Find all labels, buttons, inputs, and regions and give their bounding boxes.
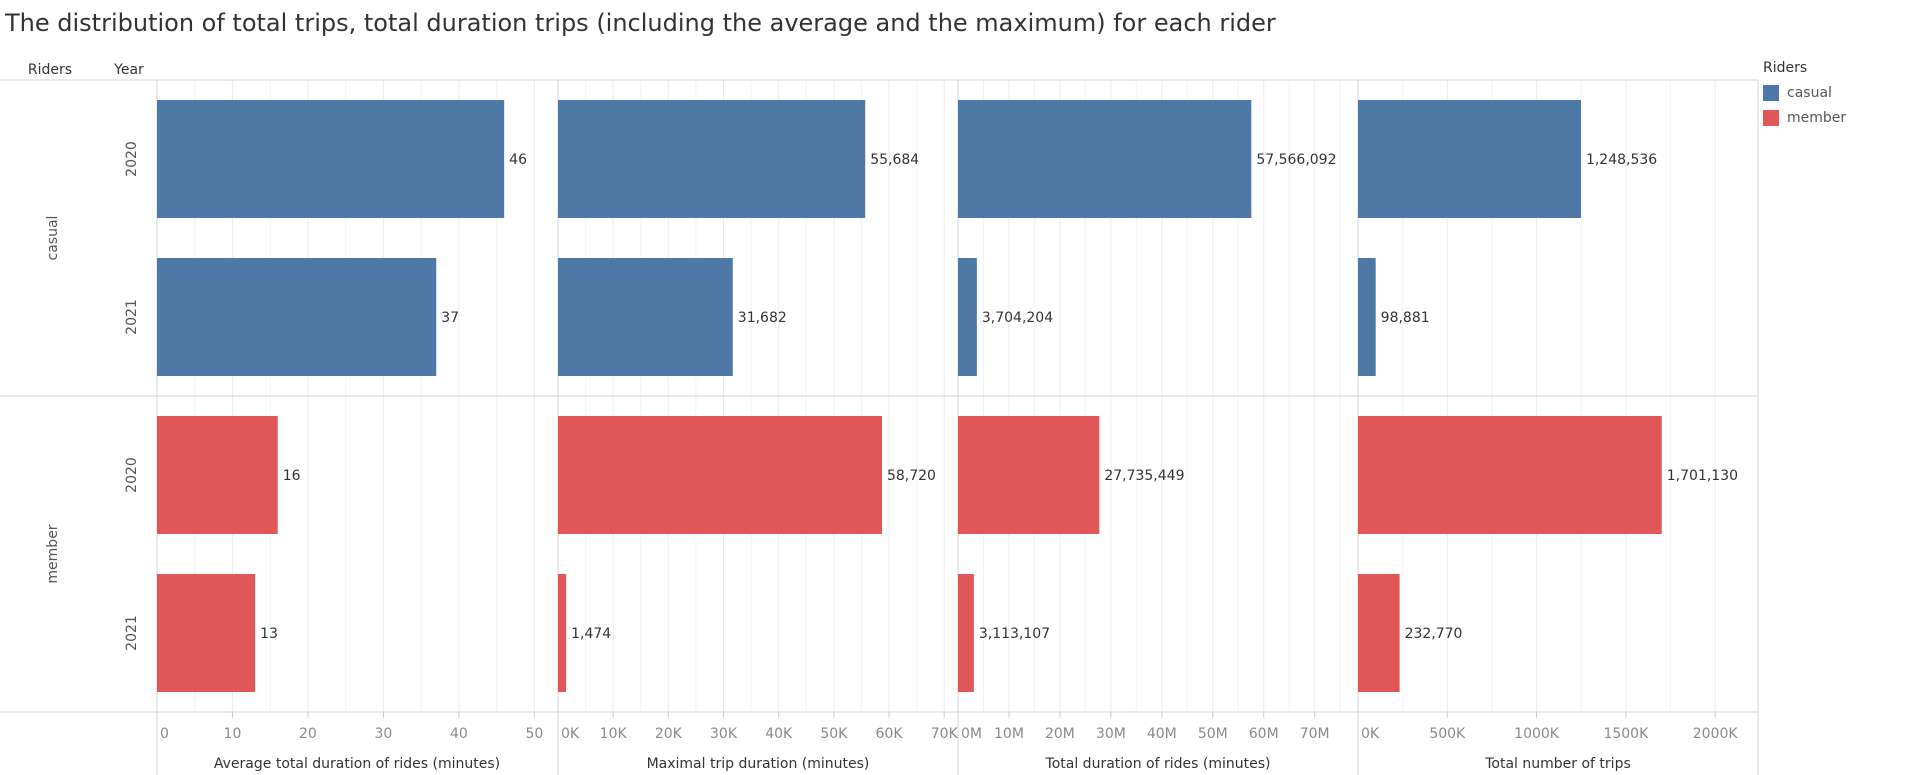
- tick-label: 50K: [820, 726, 848, 742]
- data-label: 1,701,130: [1667, 468, 1738, 484]
- rider-label-casual: casual: [45, 216, 61, 261]
- tick-label: 70M: [1300, 726, 1330, 742]
- bar-casual-2020[interactable]: [157, 100, 505, 218]
- tick-label: 60K: [876, 726, 904, 742]
- axis-title-3: Total number of trips: [1484, 756, 1631, 772]
- bar-member-2021[interactable]: [157, 574, 256, 692]
- data-label: 27,735,449: [1104, 468, 1184, 484]
- bar-casual-2021[interactable]: [157, 258, 437, 376]
- legend-swatch-casual: [1763, 84, 1779, 101]
- rider-label-member: member: [45, 524, 61, 583]
- data-label: 37: [441, 310, 459, 326]
- bar-member-2020[interactable]: [157, 416, 278, 534]
- data-label: 1,248,536: [1586, 152, 1657, 168]
- data-label: 1,474: [571, 626, 611, 642]
- bar-member-2020[interactable]: [1358, 416, 1662, 534]
- tick-label: 0K: [561, 726, 580, 742]
- bar-member-2021[interactable]: [958, 574, 974, 692]
- tick-label: 10M: [994, 726, 1024, 742]
- legend: Riders casual member: [1763, 60, 1846, 130]
- data-label: 58,720: [887, 468, 936, 484]
- bar-casual-2021[interactable]: [558, 258, 733, 376]
- bar-casual-2020[interactable]: [1358, 100, 1581, 218]
- tick-label: 50M: [1198, 726, 1228, 742]
- tick-label: 20M: [1045, 726, 1075, 742]
- tick-label: 60M: [1249, 726, 1279, 742]
- tick-label: 30K: [710, 726, 738, 742]
- row-header-riders: Riders: [28, 62, 72, 78]
- legend-label-member: member: [1787, 109, 1847, 126]
- bar-member-2021[interactable]: [558, 574, 567, 692]
- bar-casual-2020[interactable]: [558, 100, 866, 218]
- tick-label: 0K: [1361, 726, 1380, 742]
- chart-title: The distribution of total trips, total d…: [5, 9, 1276, 37]
- axis-title-2: Total duration of rides (minutes): [1045, 756, 1271, 772]
- data-label: 232,770: [1405, 626, 1463, 642]
- legend-item-casual[interactable]: casual: [1763, 80, 1846, 105]
- data-label: 98,881: [1381, 310, 1430, 326]
- bar-member-2020[interactable]: [958, 416, 1100, 534]
- tick-label: 10: [224, 726, 242, 742]
- year-label-member-2021: 2021: [124, 615, 140, 651]
- tick-label: 40K: [765, 726, 793, 742]
- tick-label: 20: [299, 726, 317, 742]
- bar-casual-2020[interactable]: [958, 100, 1252, 218]
- tick-label: 20K: [655, 726, 683, 742]
- tick-label: 0: [160, 726, 169, 742]
- data-label: 16: [283, 468, 301, 484]
- chart-area: Riders Year casual member 2020 2021 2020 2021 46…: [0, 62, 1759, 775]
- bar-casual-2021[interactable]: [958, 258, 977, 376]
- legend-label-casual: casual: [1787, 84, 1832, 101]
- data-label: 46: [509, 152, 527, 168]
- tick-label: 1500K: [1603, 726, 1649, 742]
- bar-member-2021[interactable]: [1358, 574, 1400, 692]
- data-label: 31,682: [738, 310, 787, 326]
- tick-label: 500K: [1429, 726, 1466, 742]
- tick-label: 10K: [600, 726, 628, 742]
- data-label: 55,684: [870, 152, 919, 168]
- tick-label: 0M: [961, 726, 982, 742]
- tick-label: 40M: [1147, 726, 1177, 742]
- year-label-casual-2021: 2021: [124, 299, 140, 335]
- year-label-casual-2020: 2020: [124, 141, 140, 177]
- legend-item-member[interactable]: member: [1763, 105, 1846, 130]
- row-header-year: Year: [113, 62, 144, 78]
- tick-label: 30: [375, 726, 393, 742]
- data-label: 3,113,107: [979, 626, 1050, 642]
- tick-label: 2000K: [1693, 726, 1739, 742]
- data-label: 13: [260, 626, 278, 642]
- legend-title: Riders: [1763, 60, 1808, 76]
- tick-label: 40: [450, 726, 468, 742]
- bar-casual-2021[interactable]: [1358, 258, 1376, 376]
- tick-label: 70K: [931, 726, 959, 742]
- legend-swatch-member: [1763, 109, 1779, 126]
- tick-label: 1000K: [1514, 726, 1560, 742]
- tick-label: 30M: [1096, 726, 1126, 742]
- data-label: 57,566,092: [1256, 152, 1336, 168]
- data-label: 3,704,204: [982, 310, 1053, 326]
- axis-title-0: Average total duration of rides (minutes…: [214, 756, 500, 772]
- tick-label: 50: [525, 726, 543, 742]
- year-label-member-2020: 2020: [124, 457, 140, 493]
- bar-member-2020[interactable]: [558, 416, 882, 534]
- axis-title-1: Maximal trip duration (minutes): [647, 756, 870, 772]
